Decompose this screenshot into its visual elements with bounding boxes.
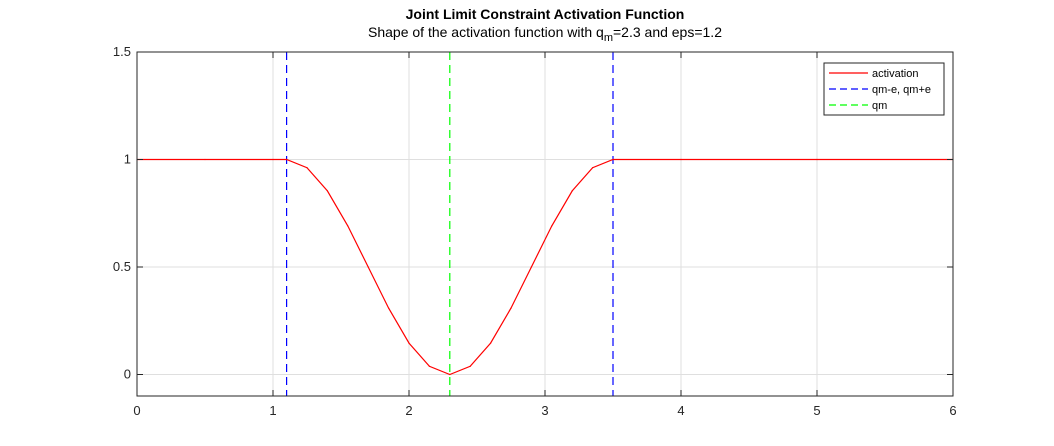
chart-title: Joint Limit Constraint Activation Functi… bbox=[405, 6, 685, 22]
data-point bbox=[469, 365, 471, 367]
data-point bbox=[490, 342, 492, 344]
data-point bbox=[680, 158, 682, 161]
data-point bbox=[306, 167, 308, 169]
data-point bbox=[510, 307, 512, 309]
data-point bbox=[272, 158, 274, 161]
data-point bbox=[816, 158, 818, 161]
subtitle-text-end: =2.3 and eps=1.2 bbox=[613, 24, 722, 40]
data-point bbox=[612, 158, 614, 161]
data-point bbox=[388, 307, 390, 309]
legend-label: qm-e, qm+e bbox=[872, 84, 931, 96]
x-tick-label: 3 bbox=[541, 403, 548, 418]
data-point bbox=[367, 266, 369, 268]
data-point bbox=[551, 225, 553, 227]
y-tick-label: 1 bbox=[124, 152, 131, 167]
data-point bbox=[326, 190, 328, 192]
data-point bbox=[571, 190, 573, 192]
data-point bbox=[530, 266, 533, 268]
y-tick-label: 0.5 bbox=[113, 259, 131, 274]
legend-label: activation bbox=[872, 68, 918, 80]
data-point bbox=[449, 373, 451, 376]
chart-subtitle: Shape of the activation function with qm… bbox=[0, 24, 1054, 44]
data-point bbox=[592, 167, 594, 169]
legend-label: qm bbox=[872, 100, 887, 112]
data-point bbox=[286, 158, 288, 161]
y-tick-label: 0 bbox=[124, 367, 131, 382]
subtitle-subscript: m bbox=[603, 31, 613, 44]
x-tick-label: 5 bbox=[813, 403, 820, 418]
subtitle-text: Shape of the activation function with q bbox=[368, 24, 604, 40]
x-tick-label: 1 bbox=[269, 403, 276, 418]
x-tick-label: 4 bbox=[677, 403, 684, 418]
data-point bbox=[408, 342, 410, 344]
x-tick-label: 6 bbox=[949, 403, 956, 418]
x-tick-label: 2 bbox=[405, 403, 412, 418]
data-point bbox=[428, 365, 430, 367]
data-point bbox=[347, 225, 349, 227]
y-tick-label: 1.5 bbox=[113, 44, 131, 59]
x-tick-label: 0 bbox=[133, 403, 140, 418]
data-point bbox=[204, 158, 206, 161]
